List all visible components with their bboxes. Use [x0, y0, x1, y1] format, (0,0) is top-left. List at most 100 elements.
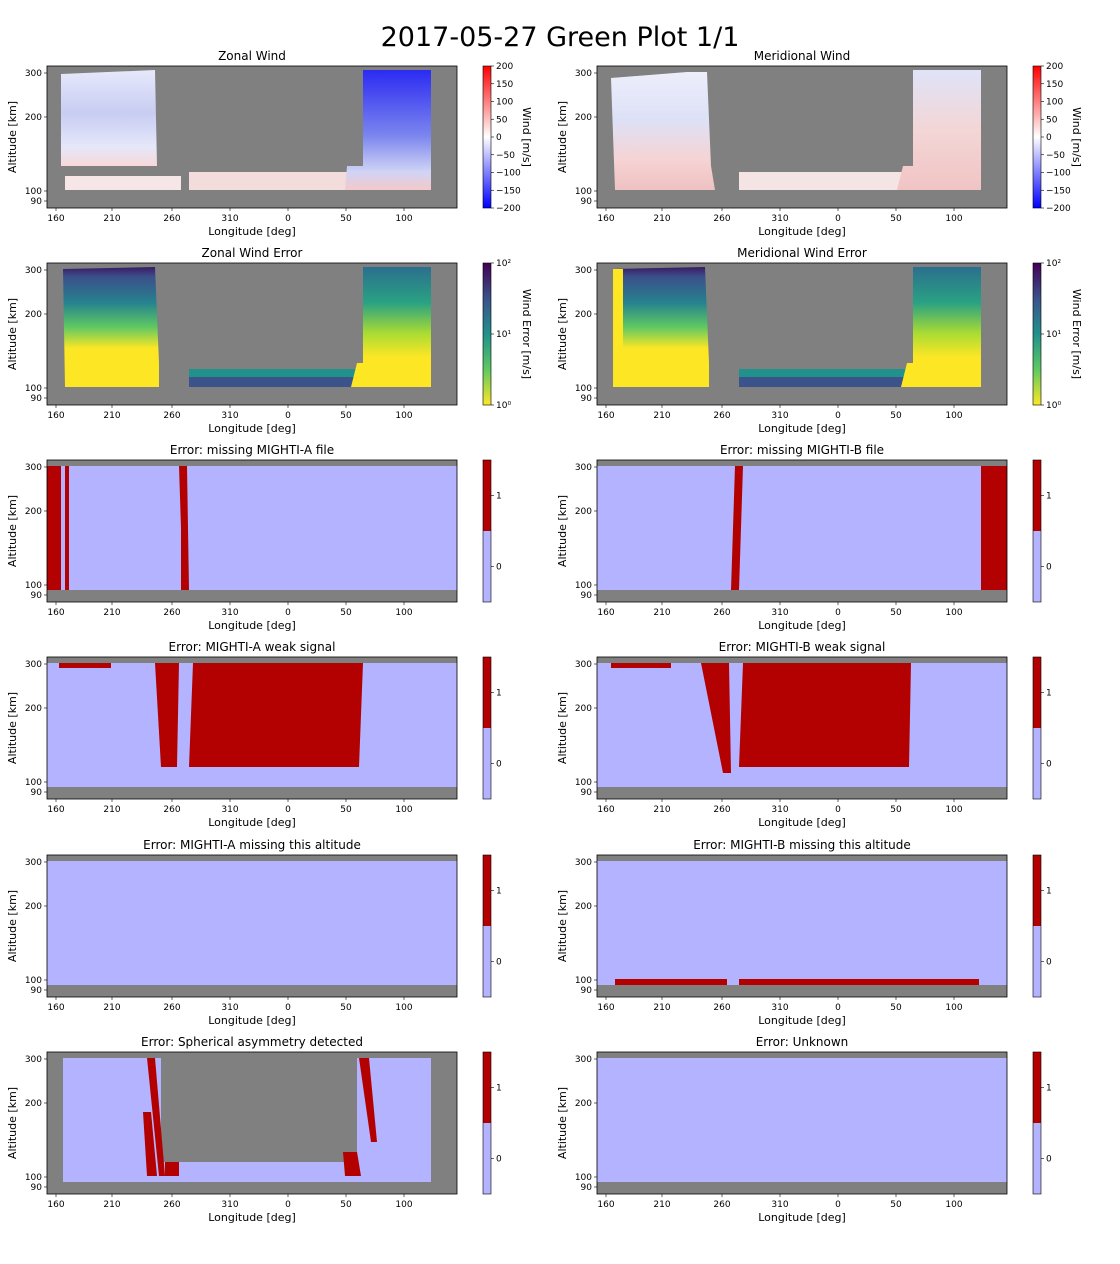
x-tick-label: 100: [945, 1200, 962, 1210]
x-tick-label: 210: [653, 411, 670, 421]
plot-frame: [596, 1051, 1008, 1195]
y-axis-label: Altitude [km]: [6, 890, 19, 962]
colorbar-tick-label: 0: [496, 958, 502, 968]
colorbar-tick-label: 100: [1046, 98, 1063, 108]
heatmap-region: [739, 369, 913, 377]
chart-panel: Error: Spherical asymmetry detected 160 21…: [6, 1035, 502, 1224]
colorbar-tick-label: 150: [1046, 80, 1063, 90]
heatmap-region: [611, 72, 715, 190]
flag-one-region: [615, 979, 727, 985]
colorbar-tick-label: 1: [1046, 1084, 1052, 1094]
colorbar-tick-label: −150: [496, 186, 521, 196]
x-axis-label: Longitude [deg]: [208, 1211, 296, 1224]
x-tick-label: 160: [597, 805, 614, 815]
y-tick-label: 100: [25, 187, 42, 197]
y-tick-label: 200: [25, 902, 42, 912]
colorbar-segment-zero: [1033, 926, 1041, 997]
x-tick-label: 50: [890, 608, 902, 618]
colorbar-tick-label: 0: [1046, 133, 1052, 143]
colorbar-tick-label: 1: [496, 689, 502, 699]
x-tick-label: 160: [597, 214, 614, 224]
x-tick-label: 50: [890, 1200, 902, 1210]
colorbar-tick-label: −150: [1046, 186, 1071, 196]
x-tick-label: 100: [945, 214, 962, 224]
colorbar-frame: [1032, 1051, 1042, 1195]
plot-frame: [596, 656, 1008, 800]
colorbar-label: Wind [m/s]: [1070, 107, 1083, 167]
x-tick-label: 100: [945, 805, 962, 815]
y-axis-label: Altitude [km]: [556, 1087, 569, 1159]
colorbar-tick-label: 10²: [496, 259, 511, 269]
chart-panel: Error: MIGHTI-A weak signal 160 210 260 310 0…: [6, 640, 502, 829]
colorbar-tick-label: 1: [1046, 492, 1052, 502]
x-tick-label: 160: [597, 411, 614, 421]
x-tick-label: 50: [340, 805, 352, 815]
chart-panel: Zonal Wind 160 210 260 310 0 50 100 Longitude [d…: [6, 49, 533, 238]
heatmap-region: [613, 269, 623, 387]
x-tick-label: 100: [395, 1200, 412, 1210]
x-tick-label: 210: [103, 805, 120, 815]
x-tick-label: 160: [47, 411, 64, 421]
colorbar-tick-label: 0: [496, 760, 502, 770]
colorbar-tick-label: 0: [496, 133, 502, 143]
x-tick-label: 100: [945, 1003, 962, 1013]
y-axis-label: Altitude [km]: [6, 1087, 19, 1159]
y-tick-label: 200: [575, 704, 592, 714]
colorbar-segment-one: [1033, 855, 1041, 926]
x-tick-label: 100: [395, 805, 412, 815]
chart-panel: Meridional Wind 160 210 260 310 0 50 100 Longitu…: [556, 49, 1083, 238]
y-tick-label: 100: [25, 581, 42, 591]
chart-panel: Error: missing MIGHTI-B file 160 210 260 310…: [556, 443, 1052, 632]
y-tick-label: 100: [575, 778, 592, 788]
colorbar-tick-label: 150: [496, 80, 513, 90]
plot-frame: [46, 656, 458, 800]
panel-title: Zonal Wind Error: [202, 246, 303, 260]
y-tick-label: 100: [25, 976, 42, 986]
flag-one-region: [359, 1058, 377, 1142]
y-tick-label: 200: [575, 902, 592, 912]
flag-one-region: [59, 663, 111, 668]
x-tick-label: 160: [597, 1200, 614, 1210]
y-tick-label: 100: [575, 384, 592, 394]
x-tick-label: 310: [221, 214, 238, 224]
colorbar-tick-label: −200: [496, 204, 521, 214]
colorbar-tick-label: 0: [1046, 1155, 1052, 1165]
x-tick-label: 50: [340, 411, 352, 421]
x-tick-label: 260: [713, 805, 730, 815]
flag-one-region: [143, 1112, 157, 1176]
x-tick-label: 0: [285, 1003, 291, 1013]
y-tick-label: 90: [581, 591, 593, 601]
colorbar-tick-label: 10⁰: [496, 401, 511, 411]
colorbar-frame: [482, 656, 492, 800]
flag-zero-region: [597, 861, 1007, 985]
colorbar-segment-zero: [1033, 1123, 1041, 1194]
y-tick-label: 100: [575, 187, 592, 197]
flag-zero-region: [597, 466, 1007, 590]
flag-one-region: [47, 466, 61, 590]
x-tick-label: 310: [771, 608, 788, 618]
flag-one-region: [165, 1162, 179, 1176]
x-tick-label: 100: [395, 411, 412, 421]
x-tick-label: 0: [285, 214, 291, 224]
x-tick-label: 50: [890, 214, 902, 224]
heatmap-region: [189, 369, 363, 377]
x-axis-label: Longitude [deg]: [758, 1014, 846, 1027]
flag-one-region: [65, 466, 69, 590]
x-tick-label: 50: [340, 214, 352, 224]
colorbar-tick-label: 1: [496, 492, 502, 502]
heatmap-region: [739, 172, 909, 190]
x-tick-label: 210: [103, 411, 120, 421]
x-tick-label: 100: [395, 608, 412, 618]
y-tick-label: 100: [575, 976, 592, 986]
plot-frame: [46, 1051, 458, 1195]
colorbar-segment-one: [483, 460, 491, 531]
x-tick-label: 310: [771, 1003, 788, 1013]
y-axis-label: Altitude [km]: [556, 495, 569, 567]
chart-panel: Error: MIGHTI-B missing this altitude 160…: [556, 838, 1052, 1027]
x-tick-label: 210: [103, 1200, 120, 1210]
flag-one-region: [147, 1058, 165, 1176]
panel-title: Zonal Wind: [218, 49, 286, 63]
colorbar-label: Wind [m/s]: [520, 107, 533, 167]
y-tick-label: 90: [31, 1183, 43, 1193]
